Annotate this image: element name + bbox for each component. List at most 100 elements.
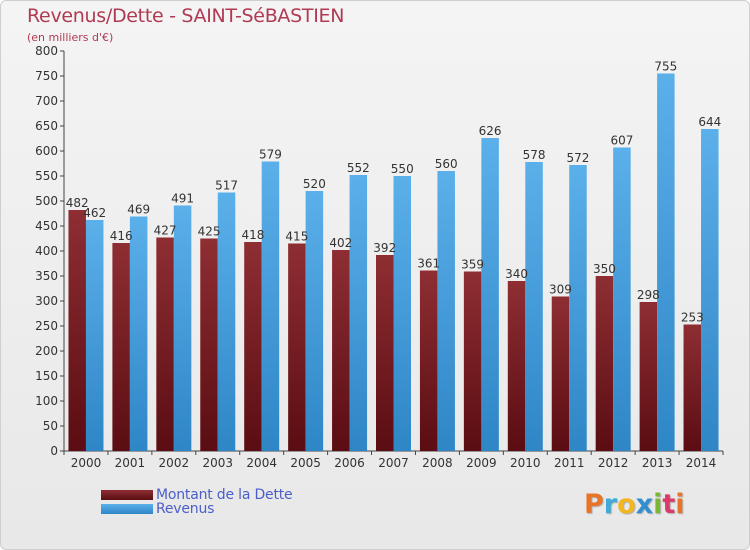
- x-tick-label: 2005: [290, 456, 321, 470]
- bar-debt-2001: [112, 243, 130, 451]
- bar-revenue-2011: [569, 165, 587, 451]
- data-label-revenue-2014: 644: [698, 115, 721, 129]
- y-tick-label: 250: [35, 319, 58, 333]
- data-label-revenue-2009: 626: [479, 124, 502, 138]
- data-label-revenue-2013: 755: [654, 60, 677, 74]
- data-label-debt-2010: 340: [505, 267, 528, 281]
- data-label-debt-2004: 418: [241, 228, 264, 242]
- legend-swatch-debt: [101, 490, 153, 500]
- y-tick-label: 100: [35, 394, 58, 408]
- bar-debt-2006: [332, 250, 350, 451]
- bar-revenue-2004: [261, 161, 280, 451]
- x-tick-label: 2003: [202, 456, 233, 470]
- y-tick-label: 350: [35, 269, 58, 283]
- data-label-revenue-2010: 578: [523, 148, 546, 162]
- x-tick-label: 2007: [378, 456, 409, 470]
- x-tick-label: 2013: [642, 456, 673, 470]
- data-label-debt-2011: 309: [549, 283, 572, 297]
- y-tick-label: 750: [35, 69, 58, 83]
- data-label-debt-2003: 425: [198, 225, 221, 239]
- y-tick-label: 700: [35, 94, 58, 108]
- data-label-revenue-2005: 520: [303, 177, 326, 191]
- logo-letter: r: [603, 489, 618, 520]
- bar-revenue-2005: [305, 191, 324, 451]
- y-tick-label: 500: [35, 194, 58, 208]
- x-tick-label: 2014: [686, 456, 717, 470]
- x-tick-label: 2001: [115, 456, 146, 470]
- x-tick-label: 2011: [554, 456, 585, 470]
- data-label-revenue-2004: 579: [259, 148, 282, 162]
- bar-revenue-2012: [613, 147, 631, 451]
- data-label-revenue-2012: 607: [610, 134, 633, 148]
- data-label-debt-2013: 298: [637, 288, 660, 302]
- chart-subtitle: (en milliers d'€): [27, 31, 114, 44]
- x-tick-label: 2010: [510, 456, 541, 470]
- bar-debt-2003: [200, 238, 218, 451]
- data-label-debt-2008: 361: [417, 257, 440, 271]
- chart-title: Revenus/Dette - SAINT-SéBASTIEN: [27, 5, 345, 27]
- data-label-revenue-2002: 491: [171, 192, 194, 206]
- data-label-debt-2012: 350: [593, 262, 616, 276]
- bar-debt-2009: [463, 271, 482, 451]
- bar-revenue-2000: [85, 220, 104, 451]
- y-tick-label: 300: [35, 294, 58, 308]
- y-tick-label: 450: [35, 219, 58, 233]
- legend-item-revenue: Revenus: [101, 501, 215, 517]
- bar-revenue-2003: [217, 192, 236, 451]
- bar-debt-2012: [595, 276, 614, 451]
- logo-letter: i: [675, 489, 685, 520]
- bar-debt-2000: [68, 210, 86, 451]
- bar-revenue-2002: [173, 205, 192, 451]
- bar-debt-2007: [376, 255, 394, 451]
- logo-letter: P: [584, 489, 604, 520]
- data-label-revenue-2003: 517: [215, 179, 238, 193]
- logo-letter: t: [662, 489, 676, 520]
- bar-revenue-2013: [657, 73, 675, 451]
- data-label-debt-2002: 427: [154, 224, 177, 238]
- data-label-revenue-2006: 552: [347, 161, 370, 175]
- data-label-revenue-2007: 550: [391, 162, 414, 176]
- y-tick-label: 800: [35, 44, 58, 58]
- y-tick-label: 550: [35, 169, 58, 183]
- x-tick-label: 2008: [422, 456, 453, 470]
- legend-label-debt: Montant de la Dette: [156, 487, 293, 503]
- data-label-debt-2007: 392: [373, 241, 396, 255]
- data-label-debt-2009: 359: [461, 258, 484, 272]
- data-label-debt-2005: 415: [285, 230, 308, 244]
- x-tick-label: 2000: [71, 456, 102, 470]
- bar-revenue-2007: [393, 176, 411, 451]
- y-tick-label: 650: [35, 119, 58, 133]
- logo-letter: x: [635, 489, 654, 520]
- bar-revenue-2010: [525, 162, 543, 451]
- x-tick-label: 2012: [598, 456, 629, 470]
- data-label-debt-2000: 482: [66, 196, 89, 210]
- logo-letter: i: [653, 489, 663, 520]
- bar-debt-2011: [551, 296, 570, 451]
- bar-debt-2010: [507, 281, 526, 451]
- bar-revenue-2008: [437, 171, 455, 451]
- legend-label-revenue: Revenus: [156, 501, 215, 517]
- data-label-revenue-2001: 469: [127, 203, 150, 217]
- y-tick-label: 600: [35, 144, 58, 158]
- x-tick-label: 2004: [246, 456, 277, 470]
- bar-revenue-2014: [701, 129, 719, 451]
- bar-debt-2002: [156, 237, 174, 451]
- bar-debt-2005: [288, 243, 306, 451]
- y-tick-label: 0: [50, 444, 58, 458]
- bar-revenue-2009: [481, 138, 499, 451]
- bar-debt-2013: [639, 302, 658, 451]
- y-tick-label: 50: [43, 419, 58, 433]
- y-tick-label: 150: [35, 369, 58, 383]
- data-label-debt-2006: 402: [329, 236, 352, 250]
- data-label-revenue-2000: 462: [83, 206, 106, 220]
- logo-letter: o: [617, 489, 636, 520]
- bar-revenue-2001: [129, 216, 148, 451]
- y-tick-label: 400: [35, 244, 58, 258]
- legend-item-debt: Montant de la Dette: [101, 487, 293, 503]
- data-label-revenue-2011: 572: [567, 151, 590, 165]
- data-label-debt-2014: 253: [681, 311, 704, 325]
- x-tick-label: 2006: [334, 456, 365, 470]
- bar-debt-2014: [683, 324, 702, 451]
